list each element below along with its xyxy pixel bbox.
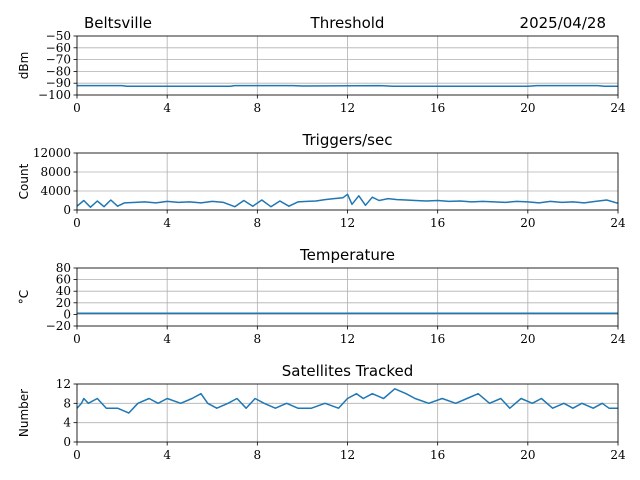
panel-title: Satellites Tracked [282,362,413,380]
x-tick-label: 0 [73,448,81,462]
x-tick-label: 24 [610,332,626,346]
x-tick-label: 16 [430,101,445,115]
x-tick-label: 24 [610,101,626,115]
x-tick-label: 16 [430,216,445,230]
y-tick-label: 0 [63,307,71,321]
y-axis-label: °C [17,290,31,304]
x-tick-label: 4 [163,448,171,462]
x-tick-label: 12 [340,216,355,230]
x-tick-label: 8 [254,448,262,462]
y-tick-label: 8 [63,396,71,410]
panel-title: Temperature [299,246,395,264]
x-tick-label: 8 [254,216,262,230]
panel-1: 0 4 8 12 16 20 24 0 4000 8000 12000 Triggers/sec Cou… [17,131,626,230]
y-axis-label: Count [17,163,31,199]
x-tick-label: 20 [520,332,535,346]
x-tick-label: 4 [163,101,171,115]
x-tick-label: 4 [163,216,171,230]
series-line [76,388,618,414]
x-tick-label: 0 [73,101,81,115]
panel-title: Threshold [310,14,385,32]
x-tick-label: 20 [520,216,535,230]
x-tick-label: 0 [73,332,81,346]
y-tick-label: 40 [56,284,71,298]
x-tick-label: 20 [520,101,535,115]
y-tick-label: 20 [56,296,71,310]
x-tick-label: 8 [254,101,262,115]
x-tick-label: 16 [430,332,445,346]
y-tick-label: −50 [46,29,71,43]
panel-0: 0 4 8 12 16 20 24 −100−90−80−70−60−50 Threshold d… [17,14,626,115]
y-tick-label: 4000 [40,184,71,198]
date-label: 2025/04/28 [520,14,606,32]
chart-panels: 0 4 8 12 16 20 24 −100−90−80−70−60−50 Threshold d… [17,14,626,462]
x-tick-label: 0 [73,216,81,230]
x-tick-label: 20 [520,448,535,462]
x-tick-label: 12 [340,101,355,115]
y-tick-label: −20 [46,319,71,333]
y-tick-label: 0 [63,203,71,217]
panel-title: Triggers/sec [302,131,393,149]
y-tick-label: −90 [46,76,71,90]
x-tick-label: 4 [163,332,171,346]
y-tick-label: −70 [46,53,71,67]
series-line [76,193,619,208]
x-tick-label: 8 [254,332,262,346]
y-tick-label: 8000 [40,165,71,179]
y-axis-label: dBm [17,52,31,80]
y-tick-label: −80 [46,64,71,78]
y-tick-label: 12000 [33,146,71,160]
y-tick-label: 4 [63,416,71,430]
series-line [77,84,618,87]
y-tick-label: −100 [38,88,71,102]
x-tick-label: 12 [340,448,355,462]
x-tick-label: 24 [610,216,626,230]
x-tick-label: 24 [610,448,626,462]
y-tick-label: 80 [56,261,71,275]
station-label: Beltsville [84,14,152,32]
y-tick-label: 12 [56,377,71,391]
y-axis-label: Number [17,389,31,437]
x-tick-label: 12 [340,332,355,346]
x-tick-label: 16 [430,448,445,462]
panel-3: 0 4 8 12 16 20 24 0 4 8 12 Satellites Tracked Number [17,362,626,462]
y-tick-label: 0 [63,435,71,449]
y-tick-label: 60 [56,273,71,287]
y-tick-label: −60 [46,41,71,55]
